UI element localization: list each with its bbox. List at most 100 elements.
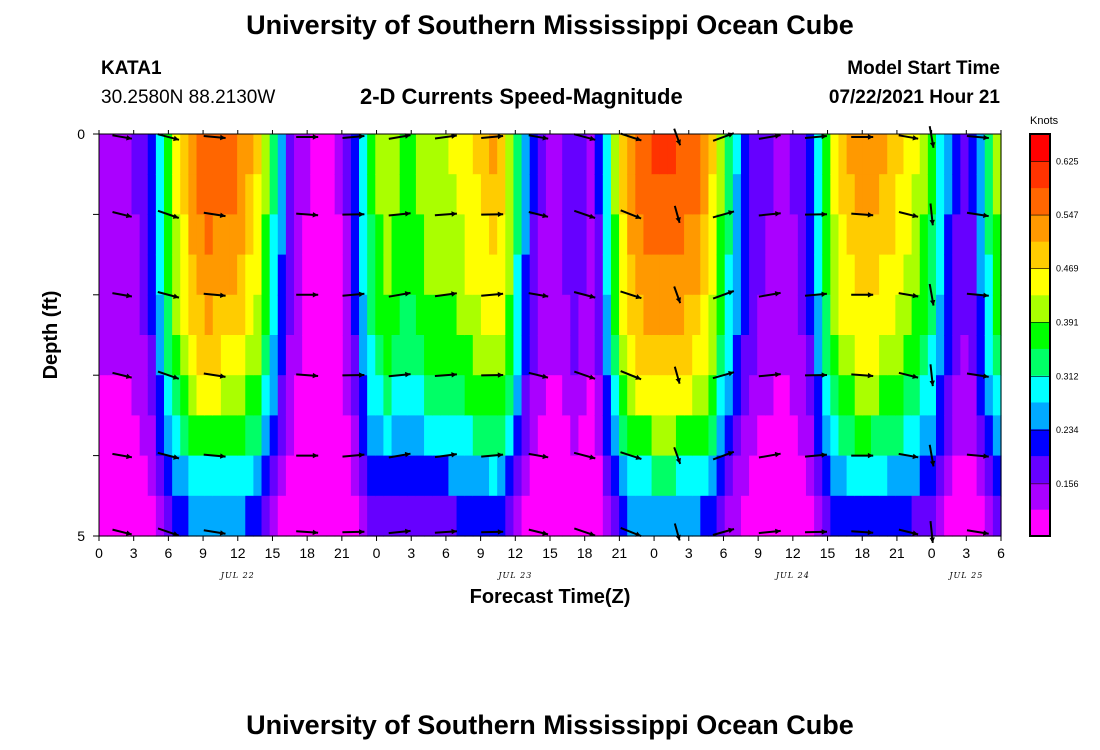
heatmap-cell [464, 415, 474, 457]
heatmap-cell [472, 415, 482, 457]
heatmap-cell [285, 174, 295, 215]
heatmap-cell [375, 455, 385, 497]
heatmap-cell [805, 335, 815, 376]
x-tick-label: 21 [889, 545, 905, 561]
heatmap-cell [440, 134, 450, 175]
heatmap-cell [505, 375, 515, 416]
current-vector [112, 452, 133, 460]
heatmap-cell [294, 134, 303, 175]
heatmap-cell [334, 254, 344, 296]
heatmap-cell [594, 375, 604, 416]
heatmap-cell [895, 455, 905, 497]
heatmap-cell [789, 254, 799, 296]
heatmap-cell [489, 294, 498, 336]
heatmap-cell [545, 214, 555, 256]
heatmap-cell [862, 375, 872, 416]
heatmap-cell [700, 415, 710, 457]
heatmap-cell [627, 455, 636, 497]
heatmap-cell [732, 335, 742, 376]
heatmap-cell [643, 415, 653, 457]
heatmap-cell [602, 254, 612, 296]
heatmap-cell [619, 214, 628, 256]
heatmap-cell [952, 294, 961, 336]
heatmap-cell [456, 415, 466, 457]
heatmap-cell [594, 134, 604, 175]
current-vector [296, 212, 319, 218]
colorbar-label: Knots [1030, 115, 1059, 127]
current-vector [804, 211, 828, 217]
heatmap-cell [586, 214, 596, 256]
heatmap-cell [529, 335, 539, 376]
heatmap-cell [115, 294, 124, 336]
heatmap-cell [480, 134, 490, 175]
heatmap-cell [757, 294, 766, 336]
heatmap-cell [659, 294, 669, 336]
heatmap-cell [789, 294, 799, 336]
heatmap-cell [562, 455, 571, 497]
heatmap-cell [155, 335, 165, 376]
heatmap-cell [513, 415, 523, 457]
heatmap-cell [464, 174, 474, 215]
heatmap-cell [359, 294, 368, 336]
heatmap-cell [627, 335, 636, 376]
heatmap-cell [960, 455, 970, 497]
heatmap-cell [407, 455, 417, 497]
heatmap-cell [359, 174, 368, 215]
heatmap-cell [765, 375, 775, 416]
heatmap-cell [675, 455, 685, 497]
heatmap-cell [822, 134, 831, 175]
heatmap-cell [448, 415, 458, 457]
heatmap-cell [862, 134, 872, 175]
heatmap-cell [480, 415, 490, 457]
heatmap-cell [489, 214, 498, 256]
heatmap-cell [188, 254, 198, 296]
heatmap-cell [578, 415, 588, 457]
heatmap-cell [765, 214, 775, 256]
heatmap-cell [172, 134, 181, 175]
heatmap-cell [456, 294, 466, 336]
heatmap-cell [684, 455, 693, 497]
heatmap-cell [944, 294, 953, 336]
heatmap-cell [188, 174, 198, 215]
heatmap-cell [814, 455, 823, 497]
heatmap-cell [781, 174, 791, 215]
heatmap-cell [123, 214, 133, 256]
heatmap-cell [521, 335, 531, 376]
heatmap-cell [749, 335, 758, 376]
heatmap-cell [716, 294, 726, 336]
current-vector [434, 211, 457, 217]
heatmap-cell [911, 214, 921, 256]
x-tick-label: 0 [95, 545, 103, 561]
heatmap-cell [513, 455, 523, 497]
page-title-bottom: University of Southern Mississippi Ocean… [246, 710, 854, 740]
heatmap-cell [822, 375, 831, 416]
heatmap-cell [570, 134, 580, 175]
current-vector [851, 134, 874, 140]
heatmap-cell [326, 415, 336, 457]
heatmap-cell [732, 294, 742, 336]
colorbar-tick-label: 0.547 [1056, 210, 1079, 220]
heatmap-cell [261, 335, 271, 376]
heatmap-cell [277, 174, 287, 215]
colorbar-tick-label: 0.469 [1056, 264, 1079, 274]
current-vector [203, 134, 226, 141]
heatmap-cell [740, 174, 750, 215]
heatmap-cell [342, 495, 352, 537]
heatmap-cell [895, 335, 905, 376]
heatmap-cell [115, 415, 124, 457]
heatmap-cell [383, 335, 393, 376]
heatmap-cell [326, 375, 336, 416]
heatmap-cell [627, 134, 636, 175]
heatmap-cell [147, 214, 157, 256]
heatmap-cell [391, 415, 401, 457]
heatmap-cell [155, 214, 165, 256]
heatmap-cell [984, 214, 994, 256]
heatmap-cell [692, 495, 701, 537]
heatmap-cell [180, 375, 189, 416]
heatmap-cell [667, 174, 677, 215]
heatmap-cell [870, 294, 880, 336]
heatmap-cell [651, 174, 661, 215]
heatmap-cell [716, 375, 726, 416]
heatmap-cell [887, 495, 896, 537]
heatmap-cell [919, 495, 929, 537]
